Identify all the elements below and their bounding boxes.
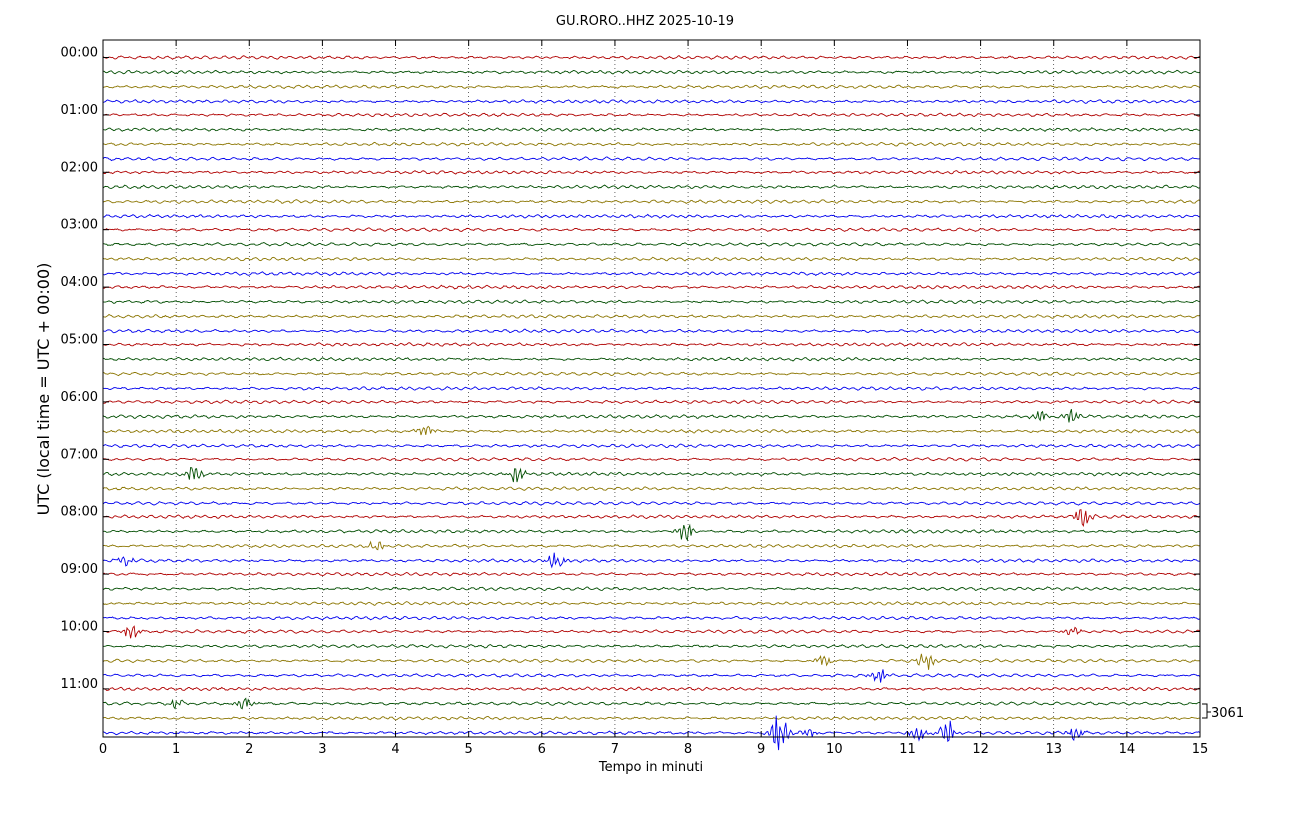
seismic-trace: [102, 443, 1200, 449]
seismic-trace: [102, 715, 1201, 751]
seismic-trace: [102, 586, 1201, 592]
seismic-trace: [102, 342, 1200, 347]
y-tick-label: 07:00: [61, 447, 98, 462]
seismic-trace: [102, 643, 1200, 649]
seismic-trace: [102, 371, 1200, 377]
seismic-trace: [102, 313, 1200, 319]
scale-label: 3061: [1211, 706, 1244, 721]
seismic-trace: [102, 356, 1200, 362]
y-tick-label: 03:00: [61, 218, 98, 233]
y-axis-label: UTC (local time = UTC + 00:00): [34, 263, 53, 516]
seismic-trace: [102, 399, 1201, 405]
seismic-trace: [102, 601, 1200, 606]
x-tick-label: 11: [899, 742, 916, 757]
seismic-trace: [102, 697, 1200, 710]
y-tick-label: 01:00: [61, 103, 98, 118]
seismic-traces: [102, 55, 1201, 751]
x-tick-label: 1: [172, 742, 180, 757]
x-tick-label: 2: [245, 742, 253, 757]
y-tick-label: 08:00: [61, 505, 98, 520]
seismic-trace: [102, 467, 1200, 483]
y-tick-label: 05:00: [61, 333, 98, 348]
seismic-trace: [102, 199, 1200, 205]
y-tick-label: 10:00: [61, 620, 98, 635]
x-axis-ticks: 0 1 2 3 4 5 6 7 8 9 10 11 12 13 14 15: [99, 40, 1208, 757]
y-tick-label: 04:00: [61, 275, 98, 290]
seismic-trace: [102, 284, 1200, 290]
seismic-trace: [102, 552, 1200, 569]
x-tick-label: 4: [391, 742, 399, 757]
x-tick-label: 13: [1045, 742, 1062, 757]
x-tick-label: 12: [972, 742, 989, 757]
y-tick-label: 09:00: [61, 562, 98, 577]
x-tick-label: 3: [318, 742, 326, 757]
seismic-trace: [102, 184, 1200, 190]
seismic-trace: [102, 425, 1200, 436]
seismic-trace: [102, 99, 1200, 104]
x-tick-label: 10: [826, 742, 843, 757]
seismic-trace: [102, 715, 1200, 721]
y-tick-label: 02:00: [61, 160, 98, 175]
x-tick-label: 8: [684, 742, 692, 757]
seismic-trace: [102, 84, 1200, 90]
x-tick-label: 15: [1192, 742, 1209, 757]
seismic-trace: [102, 112, 1200, 118]
x-tick-label: 6: [538, 742, 546, 757]
plot-frame: [102, 39, 1201, 738]
x-tick-label: 0: [99, 742, 107, 757]
y-axis-ticks: 00:00 01:00 02:00 03:00 04:00 05:00 06:00 07:00…: [61, 46, 1200, 692]
seismic-trace: [102, 241, 1201, 247]
y-tick-label: 00:00: [61, 46, 98, 61]
x-tick-label: 9: [757, 742, 765, 757]
scale-bracket: [1202, 703, 1211, 719]
seismic-trace: [102, 653, 1200, 670]
seismic-trace: [102, 141, 1200, 147]
seismic-trace: [102, 55, 1201, 60]
seismic-trace: [102, 615, 1200, 621]
seismic-trace: [102, 625, 1200, 639]
x-axis-label: Tempo in minuti: [598, 760, 703, 775]
y-tick-label: 11:00: [61, 677, 98, 692]
seismic-trace: [102, 686, 1200, 692]
seismic-trace: [102, 156, 1200, 162]
seismic-trace: [102, 386, 1200, 391]
y-tick-label: 06:00: [61, 390, 98, 405]
x-tick-label: 5: [465, 742, 473, 757]
seismic-trace: [102, 271, 1201, 277]
seismic-trace: [102, 500, 1201, 506]
seismic-trace: [102, 213, 1200, 219]
seismic-trace: [102, 127, 1200, 133]
seismic-trace: [102, 486, 1200, 491]
seismic-trace: [102, 227, 1200, 232]
seismic-trace: [102, 299, 1200, 305]
x-tick-label: 14: [1119, 742, 1136, 757]
seismic-trace: [102, 456, 1200, 462]
seismic-trace: [102, 409, 1200, 423]
chart-title: GU.RORO..HHZ 2025-10-19: [556, 14, 734, 29]
seismic-trace: [102, 328, 1201, 334]
seismic-trace: [102, 523, 1200, 542]
x-tick-label: 7: [611, 742, 619, 757]
seismic-trace: [102, 509, 1200, 528]
seismic-trace: [102, 69, 1200, 75]
seismic-trace: [102, 669, 1201, 683]
seismic-trace: [102, 540, 1200, 551]
seismic-trace: [102, 256, 1200, 262]
seismic-trace: [102, 571, 1200, 577]
seismic-trace: [102, 170, 1200, 175]
